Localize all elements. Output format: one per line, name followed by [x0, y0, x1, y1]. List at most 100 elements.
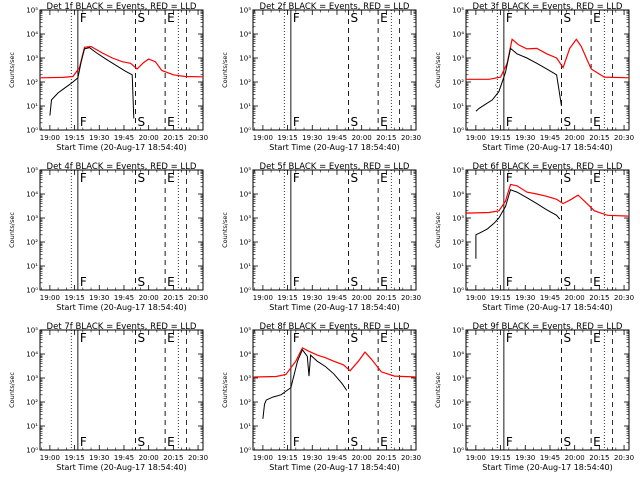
plot-frame — [465, 169, 630, 291]
marker-label-f: F — [506, 115, 513, 129]
x-tick-label: 19:00 — [40, 454, 60, 462]
detector-panel: Det 6f BLACK = Events, RED = LLD 10⁰ 10¹ 10… — [434, 162, 634, 312]
y-axis-label: Counts/sec — [8, 212, 16, 248]
marker-label-f: F — [506, 171, 513, 185]
x-tick-label: 20:15 — [376, 134, 396, 142]
y-tick-label: 10⁵ — [452, 167, 464, 175]
x-tick-label: 20:15 — [589, 294, 609, 302]
marker-label-e: E — [593, 171, 601, 185]
plot-frame — [252, 329, 417, 451]
marker-label-f: F — [293, 171, 300, 185]
plot-frame — [39, 9, 204, 131]
x-tick-label: 20:15 — [163, 454, 183, 462]
y-tick-label: 10⁵ — [239, 327, 251, 335]
y-tick-label: 10⁰ — [452, 127, 464, 135]
marker-label-s: S — [350, 435, 358, 449]
x-tick-label: 20:30 — [401, 454, 421, 462]
marker-label-e: E — [380, 115, 388, 129]
events-series-line — [262, 348, 348, 419]
marker-label-e: E — [167, 171, 175, 185]
y-tick-label: 10³ — [452, 215, 464, 223]
y-axis-label: Counts/sec — [221, 212, 229, 248]
marker-label-f: F — [80, 275, 87, 289]
panel-title: Det 7f BLACK = Events, RED = LLD — [47, 322, 197, 332]
marker-label-f: F — [506, 275, 513, 289]
x-axis-label: Start Time (20-Aug-17 18:54:40) — [269, 143, 400, 152]
y-tick-label: 10⁴ — [239, 191, 251, 199]
marker-label-f: F — [80, 171, 87, 185]
y-tick-label: 10⁵ — [239, 167, 251, 175]
x-tick-label: 19:30 — [302, 294, 322, 302]
x-tick-label: 20:15 — [163, 294, 183, 302]
x-tick-label: 19:30 — [515, 294, 535, 302]
panel-title: Det 8f BLACK = Events, RED = LLD — [260, 322, 410, 332]
x-tick-label: 19:45 — [327, 134, 347, 142]
marker-label-e: E — [380, 171, 388, 185]
y-tick-label: 10⁰ — [239, 447, 251, 455]
events-series-line — [475, 189, 561, 259]
x-tick-label: 20:00 — [565, 294, 585, 302]
x-axis-label: Start Time (20-Aug-17 18:54:40) — [269, 463, 400, 472]
x-tick-label: 20:00 — [139, 454, 159, 462]
x-tick-label: 19:45 — [540, 134, 560, 142]
y-axis-label: Counts/sec — [434, 212, 442, 248]
x-tick-label: 19:15 — [490, 454, 510, 462]
marker-label-f: F — [293, 275, 300, 289]
x-tick-label: 19:15 — [490, 134, 510, 142]
y-tick-label: 10⁴ — [239, 31, 251, 39]
marker-label-f: F — [80, 331, 87, 345]
x-tick-label: 20:00 — [565, 134, 585, 142]
x-tick-label: 20:30 — [188, 294, 208, 302]
y-tick-label: 10⁴ — [452, 351, 464, 359]
x-tick-label: 19:30 — [89, 294, 109, 302]
x-tick-label: 19:00 — [466, 294, 486, 302]
marker-label-s: S — [137, 331, 145, 345]
y-tick-label: 10¹ — [452, 423, 464, 431]
marker-label-s: S — [350, 115, 358, 129]
x-tick-label: 19:00 — [40, 294, 60, 302]
y-tick-label: 10⁵ — [26, 167, 38, 175]
x-tick-label: 20:30 — [614, 454, 634, 462]
y-tick-label: 10⁵ — [26, 7, 38, 15]
y-tick-label: 10⁵ — [452, 7, 464, 15]
x-tick-label: 19:45 — [327, 294, 347, 302]
y-tick-label: 10¹ — [239, 103, 251, 111]
panel-title: Det 3f BLACK = Events, RED = LLD — [473, 2, 623, 12]
x-tick-label: 19:45 — [114, 454, 134, 462]
marker-label-e: E — [593, 275, 601, 289]
y-tick-label: 10³ — [26, 375, 38, 383]
marker-label-e: E — [167, 275, 175, 289]
marker-label-e: E — [593, 11, 601, 25]
y-tick-label: 10³ — [239, 215, 251, 223]
x-tick-label: 20:30 — [614, 294, 634, 302]
plot-frame — [252, 169, 417, 291]
marker-label-e: E — [593, 435, 601, 449]
marker-label-f: F — [293, 115, 300, 129]
marker-label-e: E — [380, 275, 388, 289]
x-tick-label: 19:15 — [277, 294, 297, 302]
x-tick-label: 19:45 — [540, 294, 560, 302]
lld-series-line — [39, 45, 204, 79]
marker-label-e: E — [593, 331, 601, 345]
x-tick-label: 20:00 — [139, 134, 159, 142]
x-tick-label: 19:00 — [40, 134, 60, 142]
y-tick-label: 10³ — [26, 55, 38, 63]
detector-panel: Det 8f BLACK = Events, RED = LLD 10⁰ 10¹ 10… — [221, 322, 421, 472]
y-tick-label: 10⁴ — [452, 31, 464, 39]
panel-title: Det 9f BLACK = Events, RED = LLD — [473, 322, 623, 332]
y-axis-label: Counts/sec — [8, 372, 16, 408]
x-axis-label: Start Time (20-Aug-17 18:54:40) — [482, 303, 613, 312]
y-tick-label: 10⁵ — [26, 327, 38, 335]
marker-label-s: S — [563, 115, 571, 129]
y-tick-label: 10² — [239, 239, 251, 247]
y-tick-label: 10⁰ — [26, 287, 38, 295]
marker-label-e: E — [593, 115, 601, 129]
x-tick-label: 20:15 — [376, 454, 396, 462]
detector-panel: Det 4f BLACK = Events, RED = LLD 10⁰ 10¹ 10… — [8, 162, 208, 312]
y-tick-label: 10⁵ — [239, 7, 251, 15]
x-tick-label: 19:00 — [466, 134, 486, 142]
x-tick-label: 19:30 — [89, 134, 109, 142]
y-axis-label: Counts/sec — [434, 52, 442, 88]
detector-panel: Det 9f BLACK = Events, RED = LLD 10⁰ 10¹ 10… — [434, 322, 634, 472]
marker-label-s: S — [350, 11, 358, 25]
